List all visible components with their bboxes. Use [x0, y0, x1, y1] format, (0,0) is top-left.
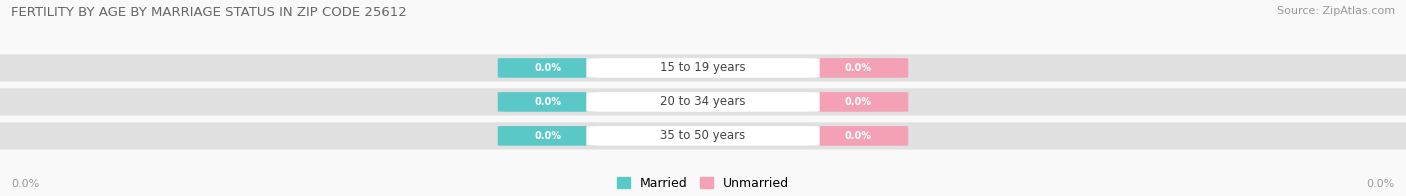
- FancyBboxPatch shape: [808, 92, 908, 112]
- Text: 35 to 50 years: 35 to 50 years: [661, 129, 745, 142]
- FancyBboxPatch shape: [586, 58, 820, 78]
- FancyBboxPatch shape: [586, 126, 820, 146]
- Text: 0.0%: 0.0%: [11, 179, 39, 189]
- Text: FERTILITY BY AGE BY MARRIAGE STATUS IN ZIP CODE 25612: FERTILITY BY AGE BY MARRIAGE STATUS IN Z…: [11, 6, 406, 19]
- Text: 0.0%: 0.0%: [845, 97, 872, 107]
- FancyBboxPatch shape: [0, 54, 1406, 82]
- Text: 20 to 34 years: 20 to 34 years: [661, 95, 745, 108]
- Text: 0.0%: 0.0%: [1367, 179, 1395, 189]
- Text: 0.0%: 0.0%: [534, 63, 561, 73]
- FancyBboxPatch shape: [586, 92, 820, 112]
- Text: 0.0%: 0.0%: [845, 131, 872, 141]
- FancyBboxPatch shape: [498, 92, 598, 112]
- Text: 0.0%: 0.0%: [534, 97, 561, 107]
- FancyBboxPatch shape: [0, 122, 1406, 150]
- FancyBboxPatch shape: [808, 58, 908, 78]
- Text: 15 to 19 years: 15 to 19 years: [661, 62, 745, 74]
- Text: 0.0%: 0.0%: [534, 131, 561, 141]
- FancyBboxPatch shape: [498, 126, 598, 146]
- FancyBboxPatch shape: [808, 126, 908, 146]
- Text: 0.0%: 0.0%: [845, 63, 872, 73]
- Legend: Married, Unmarried: Married, Unmarried: [617, 177, 789, 190]
- FancyBboxPatch shape: [498, 58, 598, 78]
- Text: Source: ZipAtlas.com: Source: ZipAtlas.com: [1277, 6, 1395, 16]
- FancyBboxPatch shape: [0, 88, 1406, 115]
